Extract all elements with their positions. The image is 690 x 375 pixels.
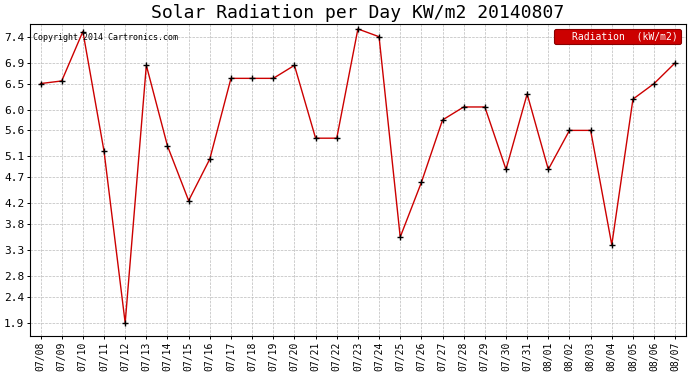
Legend: Radiation  (kW/m2): Radiation (kW/m2) bbox=[554, 28, 681, 44]
Text: Copyright 2014 Cartronics.com: Copyright 2014 Cartronics.com bbox=[33, 33, 178, 42]
Title: Solar Radiation per Day KW/m2 20140807: Solar Radiation per Day KW/m2 20140807 bbox=[151, 4, 564, 22]
